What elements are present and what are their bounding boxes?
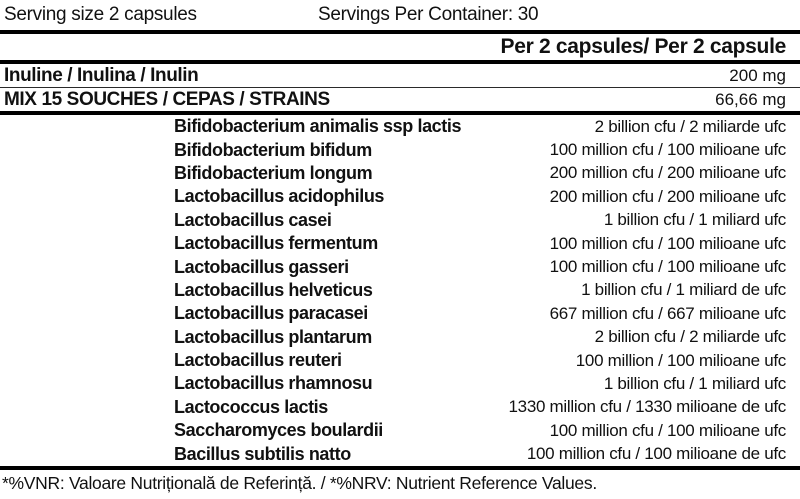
- strain-row: Lactobacillus acidophilus 200 million cf…: [0, 185, 800, 208]
- strain-name: Lactococcus lactis: [174, 396, 328, 417]
- ingredient-label: Inuline / Inulina / Inulin: [4, 64, 199, 86]
- strain-name: Bifidobacterium animalis ssp lactis: [174, 116, 462, 137]
- strain-row: Lactobacillus reuteri 100 million / 100 …: [0, 349, 800, 372]
- strain-name: Lactobacillus helveticus: [174, 279, 373, 300]
- strain-value: 1 billion cfu / 1 miliard de ufc: [581, 280, 786, 300]
- strain-name: Lactobacillus casei: [174, 209, 332, 230]
- strain-row: Lactobacillus paracasei 667 million cfu …: [0, 302, 800, 325]
- strain-value: 1 billion cfu / 1 miliard ufc: [603, 210, 786, 230]
- divider-thick: [0, 465, 800, 470]
- strain-value: 2 billion cfu / 2 miliarde ufc: [594, 327, 787, 347]
- strain-row: Bifidobacterium longum 200 million cfu /…: [0, 162, 800, 185]
- divider-thick: [0, 111, 800, 115]
- serving-size-text: Serving size 2 capsules: [4, 4, 197, 25]
- strain-value: 200 million cfu / 200 milioane ufc: [549, 163, 787, 183]
- divider-thick: [0, 30, 800, 34]
- strain-row: Lactobacillus casei 1 billion cfu / 1 mi…: [0, 209, 800, 232]
- serving-info-row: Serving size 2 capsules Servings Per Con…: [0, 0, 800, 30]
- ingredient-row-inulin: Inuline / Inulina / Inulin 200 mg: [0, 64, 800, 87]
- strain-value: 200 million cfu / 200 milioane ufc: [549, 186, 787, 206]
- servings-per-container-text: Servings Per Container: 30: [318, 4, 539, 25]
- strain-value: 100 million cfu / 100 milioane de ufc: [526, 444, 786, 464]
- strain-value: 2 billion cfu / 2 miliarde ufc: [594, 116, 787, 136]
- nrv-footnote: *%VNR: Valoare Nutrițională de Referință…: [2, 472, 597, 493]
- strain-row: Lactobacillus helveticus 1 billion cfu /…: [0, 279, 800, 302]
- strain-name: Lactobacillus rhamnosu: [174, 373, 373, 394]
- strain-value: 100 million cfu / 100 milioane ufc: [549, 257, 787, 277]
- strain-list: Bifidobacterium animalis ssp lactis 2 bi…: [0, 115, 800, 466]
- strain-row: Lactobacillus gasseri 100 million cfu / …: [0, 255, 800, 278]
- strain-row: Bacillus subtilis natto 100 million cfu …: [0, 442, 800, 465]
- strain-name: Lactobacillus fermentum: [174, 233, 378, 254]
- ingredient-label: MIX 15 SOUCHES / CEPAS / STRAINS: [4, 88, 330, 110]
- ingredient-value: 66,66 mg: [715, 89, 786, 109]
- strain-row: Lactobacillus plantarum 2 billion cfu / …: [0, 326, 800, 349]
- strain-row: Saccharomyces boulardii 100 million cfu …: [0, 419, 800, 442]
- strain-value: 100 million cfu / 100 milioane ufc: [549, 420, 787, 440]
- strain-value: 100 million / 100 milioane ufc: [575, 350, 787, 370]
- strain-value: 1330 million cfu / 1330 milioane de ufc: [508, 397, 787, 417]
- strain-row: Lactobacillus fermentum 100 million cfu …: [0, 232, 800, 255]
- strain-name: Bacillus subtilis natto: [174, 443, 351, 464]
- strain-row: Lactococcus lactis 1330 million cfu / 13…: [0, 396, 800, 419]
- strain-name: Lactobacillus gasseri: [174, 256, 349, 277]
- strain-name: Saccharomyces boulardii: [174, 420, 383, 441]
- strain-name: Lactobacillus reuteri: [174, 350, 342, 371]
- strain-value: 1 billion cfu / 1 miliard ufc: [603, 373, 786, 393]
- strain-name: Lactobacillus paracasei: [174, 303, 368, 324]
- strain-name: Lactobacillus acidophilus: [174, 186, 385, 207]
- strain-row: Bifidobacterium bifidum 100 million cfu …: [0, 138, 800, 161]
- strain-row: Lactobacillus rhamnosu 1 billion cfu / 1…: [0, 372, 800, 395]
- strain-name: Bifidobacterium longum: [174, 162, 373, 183]
- ingredient-value: 200 mg: [729, 65, 786, 85]
- ingredient-row-mix: MIX 15 SOUCHES / CEPAS / STRAINS 66,66 m…: [0, 88, 800, 111]
- strain-name: Bifidobacterium bifidum: [174, 139, 372, 160]
- strain-row: Bifidobacterium animalis ssp lactis 2 bi…: [0, 115, 800, 138]
- divider-thin: [0, 87, 800, 88]
- strain-value: 667 million cfu / 667 milioane ufc: [549, 303, 787, 323]
- strain-value: 100 million cfu / 100 milioane ufc: [549, 140, 787, 160]
- amount-column-header: Per 2 capsules/ Per 2 capsule: [500, 35, 787, 58]
- divider-thick: [0, 60, 800, 64]
- strain-value: 100 million cfu / 100 milioane ufc: [549, 233, 787, 253]
- strain-name: Lactobacillus plantarum: [174, 326, 372, 347]
